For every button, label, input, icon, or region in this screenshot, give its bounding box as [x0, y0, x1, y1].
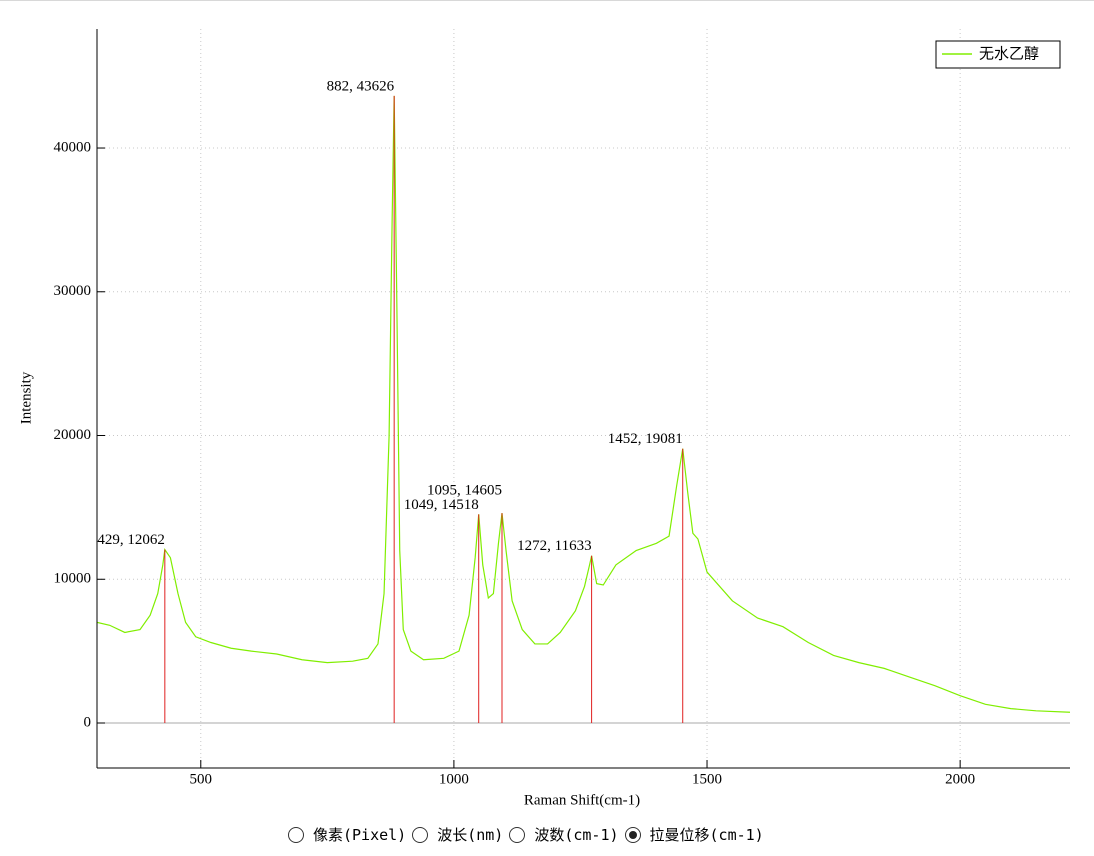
y-tick-label: 10000	[54, 571, 92, 587]
y-tick-label: 30000	[54, 283, 92, 299]
radio-option[interactable]: 拉曼位移(cm-1)	[624, 824, 764, 845]
peak-label: 882, 43626	[327, 78, 395, 94]
plot-area	[97, 95, 1070, 724]
y-axis-label: Intensity	[18, 371, 34, 424]
mode-selector: 像素(Pixel) 波长(nm) 波数(cm-1) 拉曼位移(cm-1)	[288, 824, 764, 845]
radio-button[interactable]	[412, 826, 429, 843]
x-axis-label: Raman Shift(cm-1)	[524, 792, 640, 808]
x-tick-label: 2000	[945, 771, 975, 787]
spectrum-line	[97, 95, 1070, 713]
radio-label[interactable]: 像素(Pixel)	[313, 826, 407, 844]
radio-label[interactable]: 波数(cm-1)	[534, 826, 619, 844]
radio-button[interactable]	[288, 826, 304, 843]
radio-label[interactable]: 波长(nm)	[437, 826, 504, 844]
radio-button[interactable]	[509, 826, 526, 843]
legend-box	[935, 40, 1061, 69]
x-tick-label: 1500	[692, 771, 722, 787]
x-tick-label: 500	[190, 771, 213, 787]
grid	[97, 29, 1070, 768]
radio-option[interactable]: 波数(cm-1)	[509, 824, 619, 845]
radio-option[interactable]: 波长(nm)	[412, 824, 503, 845]
peak-label: 1095, 14605	[427, 483, 502, 499]
radio-label[interactable]: 拉曼位移(cm-1)	[649, 826, 764, 844]
legend-label: 无水乙醇	[979, 45, 1039, 62]
y-tick-label: 0	[84, 714, 92, 730]
legend: 无水乙醇	[935, 40, 1061, 69]
x-tick-label: 1000	[439, 771, 469, 787]
radio-button[interactable]	[624, 826, 641, 843]
y-tick-label: 40000	[54, 139, 92, 155]
peak-label: 1272, 11633	[517, 538, 591, 554]
peak-label: 1049, 14518	[404, 497, 479, 513]
peak-label: 1452, 19081	[608, 431, 683, 447]
y-tick-label: 20000	[54, 427, 92, 443]
peak-label: 429, 12062	[97, 532, 165, 548]
radio-option[interactable]: 像素(Pixel)	[288, 824, 406, 845]
